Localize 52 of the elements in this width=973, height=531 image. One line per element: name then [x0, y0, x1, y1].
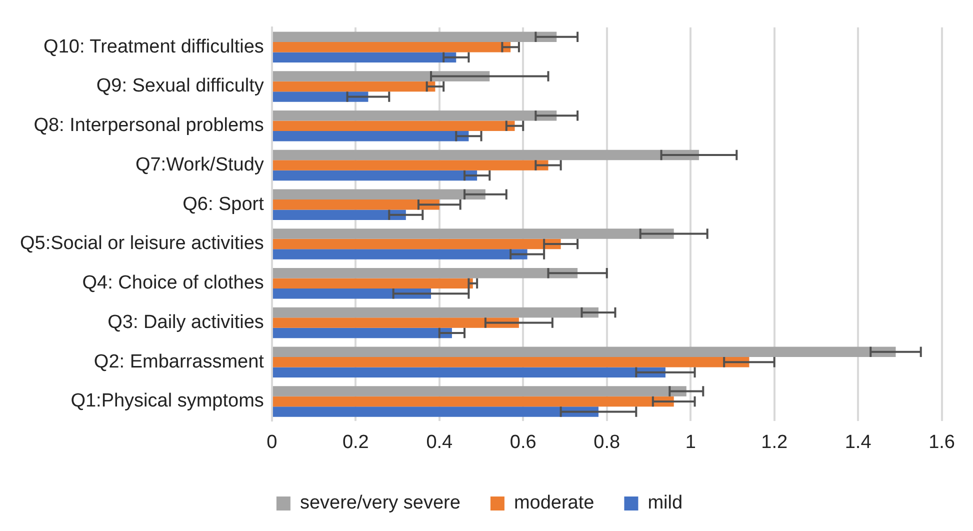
bar: [272, 71, 490, 82]
y-tick-label: Q7:Work/Study: [135, 154, 264, 176]
x-tick-label: 0: [266, 432, 278, 453]
x-tick-label: 1.4: [844, 432, 872, 453]
bar: [272, 318, 519, 328]
legend-label: moderate: [514, 492, 594, 514]
x-tick-label: 1: [685, 432, 696, 453]
legend-label: severe/very severe: [300, 492, 460, 514]
y-tick-label: Q5:Social or leisure activities: [20, 233, 264, 254]
x-tick-label: 0.4: [426, 432, 454, 453]
bar: [272, 406, 598, 417]
bar: [272, 268, 578, 278]
y-tick-label: Q3: Daily activities: [108, 312, 264, 333]
bar: [272, 81, 436, 92]
bar: [272, 32, 557, 42]
y-tick-label: Q1:Physical symptoms: [70, 390, 264, 412]
x-tick-label: 0.2: [342, 432, 369, 453]
legend-label: mild: [648, 492, 683, 514]
bar: [272, 130, 469, 142]
bar: [272, 386, 686, 396]
bar: [272, 238, 561, 250]
bar: [272, 199, 440, 210]
y-tick-label: Q6: Sport: [182, 194, 265, 215]
bar: [272, 120, 515, 131]
bar: [272, 210, 406, 220]
bar: [272, 189, 486, 200]
bar: [272, 328, 452, 338]
bar: [272, 170, 478, 181]
x-tick-label: 1.6: [928, 432, 956, 453]
y-tick-label: Q4: Choice of clothes: [82, 272, 264, 294]
bar: [272, 346, 896, 358]
bar: [272, 150, 699, 160]
bar: [272, 228, 674, 239]
y-tick-label: Q8: Interpersonal problems: [34, 115, 264, 136]
bar: [272, 357, 750, 368]
bar: [272, 396, 674, 407]
x-tick-label: 0.8: [594, 432, 620, 453]
bar: [272, 288, 432, 299]
bar: [272, 52, 456, 62]
x-tick-label: 0.6: [510, 432, 536, 453]
y-tick-label: Q10: Treatment difficulties: [44, 36, 264, 58]
x-tick-label: 1.2: [761, 432, 788, 453]
bar: [272, 249, 528, 260]
bar: [272, 367, 666, 378]
bar: [272, 110, 557, 121]
bar: [272, 42, 511, 52]
y-tick-label: Q2: Embarrassment: [94, 351, 265, 372]
bar: [272, 92, 368, 102]
bar: [272, 278, 473, 288]
y-tick-label: Q9: Sexual difficulty: [96, 76, 264, 97]
bar: [272, 307, 598, 318]
bar: [272, 160, 548, 170]
